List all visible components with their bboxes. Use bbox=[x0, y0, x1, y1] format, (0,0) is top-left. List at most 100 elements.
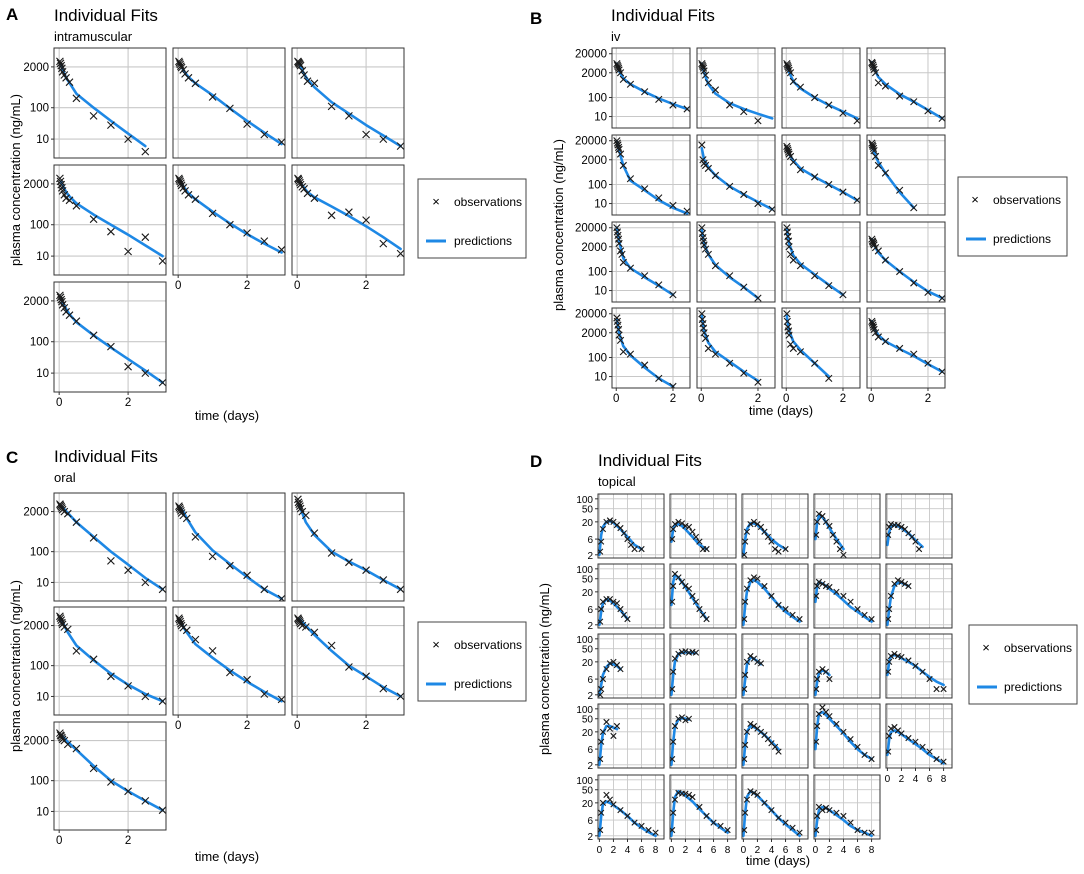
observation-point bbox=[158, 697, 166, 706]
observation-point bbox=[56, 59, 65, 68]
facet-subject bbox=[741, 633, 809, 699]
panel-label-c: C bbox=[6, 448, 18, 467]
facet-subject bbox=[866, 221, 946, 303]
facet-border bbox=[813, 633, 881, 699]
x-tick-label: 0 bbox=[613, 393, 619, 405]
observation-point bbox=[796, 615, 803, 623]
facet-border bbox=[291, 606, 405, 716]
facet-subject: 10 100 2000 20000 bbox=[575, 47, 691, 129]
observation-point bbox=[826, 675, 833, 683]
y-tick-label: 100 bbox=[588, 93, 607, 105]
observation-point bbox=[616, 69, 625, 77]
legend-predictions-label: predictions bbox=[454, 234, 512, 248]
facet-plot-area bbox=[294, 495, 404, 594]
observation-point bbox=[757, 660, 765, 667]
x-tick-label: 4 bbox=[769, 845, 775, 856]
observation-point bbox=[704, 164, 712, 173]
observation-point bbox=[711, 171, 720, 180]
facet-border bbox=[885, 703, 953, 769]
observation-point bbox=[750, 574, 758, 581]
observation-point bbox=[599, 675, 607, 683]
observation-point bbox=[56, 57, 64, 66]
y-tick-label: 10 bbox=[594, 286, 607, 298]
legend-observations-label: observations bbox=[454, 195, 522, 209]
observation-point bbox=[65, 78, 74, 87]
observation-point bbox=[726, 182, 734, 190]
facet-plot-area bbox=[56, 612, 166, 706]
observation-point bbox=[655, 194, 663, 202]
y-tick-label: 2000 bbox=[581, 242, 607, 254]
observation-point bbox=[854, 826, 861, 834]
observation-point bbox=[847, 598, 854, 605]
observation-point bbox=[696, 803, 703, 811]
facet-plot-area bbox=[886, 521, 924, 553]
observation-point bbox=[894, 521, 902, 529]
facet-subject: 10 100 2000 bbox=[23, 164, 167, 276]
y-tick-label: 20000 bbox=[575, 49, 607, 61]
x-tick-label: 8 bbox=[941, 774, 947, 785]
observation-point bbox=[62, 194, 70, 203]
observation-point bbox=[260, 690, 269, 698]
observation-point bbox=[60, 507, 69, 516]
observation-point bbox=[701, 71, 710, 79]
observation-point bbox=[898, 578, 905, 586]
observation-point bbox=[56, 174, 64, 183]
prediction-line bbox=[700, 314, 760, 383]
y-tick-label: 2000 bbox=[581, 68, 607, 80]
x-tick-label: 2 bbox=[670, 393, 676, 405]
legend-observation-marker: × bbox=[971, 192, 979, 207]
facet-border bbox=[741, 493, 809, 559]
x-tick-label: 0 bbox=[597, 845, 603, 856]
facet-plot-area bbox=[598, 791, 659, 838]
observation-point bbox=[938, 294, 945, 302]
observation-point bbox=[613, 722, 621, 730]
x-tick-label: 0 bbox=[56, 835, 62, 847]
y-tick-label: 20000 bbox=[575, 136, 607, 148]
observation-point bbox=[754, 199, 762, 208]
observation-point bbox=[784, 148, 793, 156]
x-tick-label: 4 bbox=[625, 845, 631, 856]
panel-label-d: D bbox=[530, 452, 542, 471]
observation-point bbox=[345, 208, 353, 217]
observation-point bbox=[700, 67, 708, 75]
observation-point bbox=[839, 188, 847, 196]
facet-plot-area bbox=[613, 137, 690, 215]
observation-point bbox=[701, 245, 710, 253]
y-tick-label: 50 bbox=[582, 786, 594, 797]
observation-point bbox=[301, 511, 310, 520]
observation-point bbox=[57, 616, 66, 624]
observation-point bbox=[615, 331, 623, 339]
observation-point bbox=[638, 545, 645, 553]
observation-point bbox=[771, 743, 779, 750]
facet-border bbox=[53, 721, 167, 831]
observation-point bbox=[72, 744, 81, 753]
observation-point bbox=[626, 175, 635, 183]
observation-point bbox=[874, 247, 882, 255]
observation-point bbox=[141, 692, 150, 701]
observation-point bbox=[63, 740, 72, 749]
facet-border bbox=[291, 47, 405, 159]
x-tick-label: 4 bbox=[841, 845, 847, 856]
facet-plot-area bbox=[886, 723, 947, 765]
panel-b-title: Individual Fits bbox=[611, 6, 715, 25]
observation-point bbox=[56, 293, 65, 302]
facet-plot-area bbox=[698, 310, 762, 386]
panel-d-ylabel: plasma concentration (ng/mL) bbox=[537, 583, 552, 755]
observation-point bbox=[811, 359, 819, 367]
observation-point bbox=[861, 829, 868, 836]
y-tick-label: 10 bbox=[36, 134, 49, 146]
y-tick-label: 100 bbox=[30, 661, 49, 673]
observation-point bbox=[887, 652, 895, 660]
observation-point bbox=[819, 580, 826, 587]
observation-point bbox=[107, 121, 115, 129]
observation-point bbox=[924, 359, 932, 367]
observation-point bbox=[696, 538, 703, 545]
facet-border bbox=[741, 563, 809, 629]
observation-point bbox=[711, 350, 720, 358]
observation-point bbox=[107, 778, 115, 786]
x-tick-label: 2 bbox=[827, 845, 833, 856]
